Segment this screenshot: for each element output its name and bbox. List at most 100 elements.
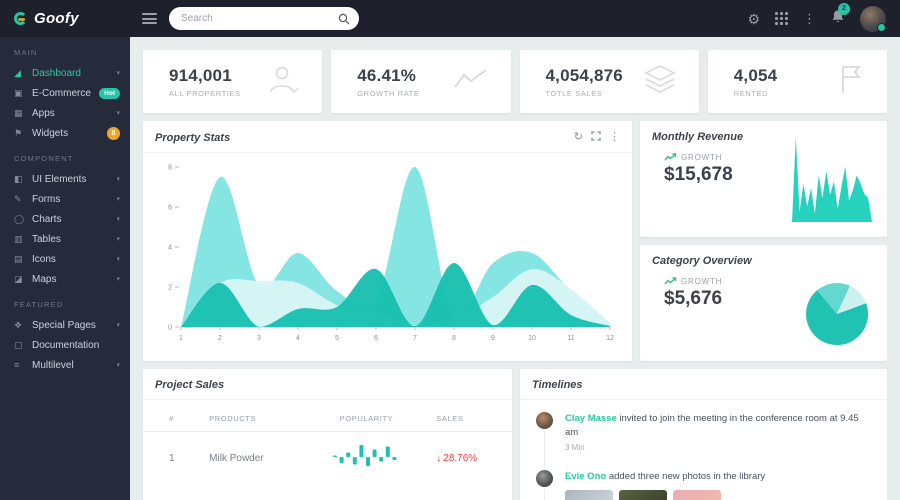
timeline-list: Clay Masse invited to join the meeting i… (520, 400, 887, 500)
stat-label: RENTED (733, 88, 769, 98)
special-pages-icon: ❖ (14, 319, 23, 330)
chevron-down-icon: ▾ (116, 362, 120, 369)
chevron-down-icon: ▾ (116, 196, 120, 203)
stat-card-growth-rate: 46.41% GROWTH RATE (331, 50, 511, 113)
sidebar-item-forms[interactable]: ✎ Forms ▾ (0, 189, 130, 209)
sidebar-item-documentation[interactable]: ▢ Documentation (0, 335, 130, 355)
svg-text:2: 2 (218, 335, 222, 342)
apps-grid-icon[interactable] (775, 12, 788, 25)
app-logo[interactable]: Goofy (0, 10, 130, 27)
sidebar-item-icons[interactable]: ▤ Icons ▾ (0, 249, 130, 269)
sidebar-item-label: E-Commerce (32, 87, 91, 99)
sea-photo[interactable] (565, 490, 613, 500)
sidebar-item-badge: Hot (99, 87, 120, 99)
timelines-card: Timelines Clay Masse invited to join the… (520, 369, 887, 500)
sidebar-item-special-pages[interactable]: ❖ Special Pages ▾ (0, 315, 130, 335)
timeline-text: Evie Ono added three new photos in the l… (565, 470, 766, 482)
svg-text:6: 6 (168, 205, 172, 212)
circle-icon: ◯ (14, 213, 25, 224)
sidebar-item-multilevel[interactable]: ≡ Multilevel ▾ (0, 355, 130, 375)
property-stats-title: Property Stats (155, 131, 231, 144)
sidebar-item-label: Multilevel (32, 359, 74, 371)
svg-text:11: 11 (567, 335, 574, 342)
growth-label: GROWTH (681, 153, 723, 162)
sales-change: ↓ 28.76% (428, 432, 512, 486)
search-input[interactable] (169, 7, 359, 30)
timeline-user-name[interactable]: Evie Ono (565, 470, 607, 482)
sales-table-header: SALES (428, 402, 512, 432)
sidebar-item-label: Charts (32, 213, 62, 225)
chevron-down-icon: ▾ (116, 70, 120, 77)
more-options-icon[interactable]: ⋮ (803, 10, 816, 26)
expand-icon[interactable] (591, 131, 601, 144)
notifications-bell-icon[interactable]: 2 (831, 2, 850, 29)
sunset-photo[interactable] (673, 490, 721, 500)
sidebar-item-dashboard[interactable]: ◢ Dashboard ▾ (0, 63, 130, 83)
sidebar-item-e-commerce[interactable]: ▣ E-Commerce Hot (0, 83, 130, 103)
sidebar-item-label: Icons (32, 253, 56, 265)
product-name: Milk Powder (209, 453, 264, 464)
svg-text:5: 5 (335, 335, 339, 342)
svg-text:8: 8 (168, 165, 172, 172)
sidebar-item-label: Apps (32, 107, 55, 119)
stat-cards-row: 914,001 ALL PROPERTIES 46.41% GROWTH RATE 4,… (143, 50, 887, 113)
settings-gear-icon[interactable]: ⚙ (747, 10, 760, 27)
timeline-photos (565, 490, 765, 500)
svg-text:7: 7 (413, 335, 417, 342)
card-menu-icon[interactable]: ⋮ (609, 131, 620, 143)
arrow-down-icon: ↓ (436, 453, 442, 464)
monthly-revenue-value: $15,678 (664, 164, 733, 185)
timeline-avatar[interactable] (534, 467, 555, 489)
popularity-sparkbar-chart (305, 432, 429, 486)
rocks-photo[interactable] (619, 490, 667, 500)
sidebar-item-maps[interactable]: ◪ Maps ▾ (0, 269, 130, 289)
svg-text:10: 10 (528, 335, 536, 342)
stat-card-all-properties: 914,001 ALL PROPERTIES (143, 50, 323, 113)
icons-icon: ▤ (14, 253, 23, 264)
document-icon: ▢ (14, 339, 23, 350)
logo-icon (14, 12, 27, 25)
user-avatar[interactable] (860, 5, 886, 32)
sidebar-item-widgets[interactable]: ⚑ Widgets 8 (0, 123, 130, 143)
project-sales-card: Project Sales # PRODUCTS POPULARITY SALES 1… (143, 369, 512, 500)
svg-text:3: 3 (257, 335, 261, 342)
topbar-actions: ⚙ ⋮ 2 (747, 2, 900, 32)
sidebar-item-apps[interactable]: ▦ Apps ▾ (0, 103, 130, 123)
timeline-avatar[interactable] (534, 410, 555, 431)
sidebar-item-label: Tables (32, 233, 61, 245)
growth-trend-icon (664, 277, 677, 285)
stat-value: 46.41% (357, 65, 417, 85)
sidebar-item-ui-elements[interactable]: ◧ UI Elements ▾ (0, 169, 130, 189)
basket-icon: ▣ (14, 87, 23, 98)
layers-icon (643, 64, 677, 99)
main-content: 914,001 ALL PROPERTIES 46.41% GROWTH RATE 4,… (130, 37, 900, 500)
svg-text:4: 4 (168, 245, 172, 252)
stat-value: 914,001 (169, 65, 232, 85)
sidebar: MAIN ◢ Dashboard ▾ ▣ E-Commerce Hot ▦ Apps ▾ ⚑ Widg… (0, 37, 130, 500)
stat-card-totle-sales: 4,054,876 TOTLE SALES (519, 50, 699, 113)
topbar: Goofy ⚙ ⋮ 2 (0, 0, 900, 37)
timeline-timestamp: 3 Min (565, 442, 585, 452)
sidebar-item-charts[interactable]: ◯ Charts ▾ (0, 209, 130, 229)
chevron-down-icon: ▾ (116, 256, 120, 263)
notification-badge: 2 (838, 2, 850, 15)
timeline-connector (544, 412, 545, 500)
user-icon (266, 63, 300, 100)
search-icon[interactable] (338, 12, 350, 30)
category-overview-value: $5,676 (664, 288, 723, 309)
stat-value: 4,054 (733, 65, 778, 85)
svg-text:1: 1 (179, 335, 183, 342)
sidebar-item-tables[interactable]: ▥ Tables ▾ (0, 229, 130, 249)
timeline-user-name[interactable]: Clay Masse (565, 413, 617, 424)
sidebar-item-label: UI Elements (32, 173, 87, 185)
category-overview-title: Category Overview (652, 255, 752, 267)
table-icon: ▥ (14, 233, 23, 244)
refresh-icon[interactable]: ↻ (573, 131, 583, 143)
menu-toggle-icon[interactable] (142, 11, 157, 27)
timeline-item: Evie Ono added three new photos in the l… (534, 467, 873, 500)
sidebar-item-badge: 8 (107, 126, 120, 140)
sidebar-item-label: Maps (32, 273, 57, 285)
chevron-down-icon: ▾ (116, 322, 120, 329)
chevron-down-icon: ▾ (116, 236, 120, 243)
sidebar-item-label: Documentation (32, 339, 100, 351)
